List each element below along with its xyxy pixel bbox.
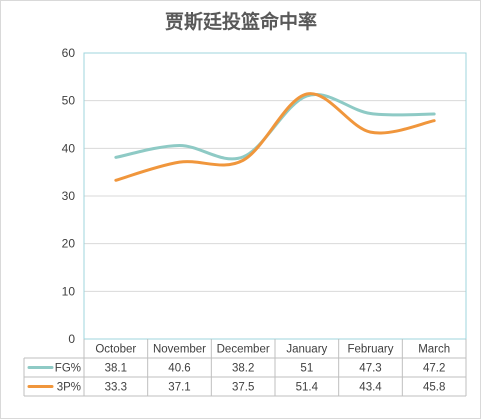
data-label: 38.1: [105, 363, 127, 375]
data-label: 51: [300, 363, 313, 375]
legend-label: FG%: [55, 363, 81, 375]
y-tick-label: 20: [62, 237, 76, 251]
data-label: 45.8: [423, 382, 445, 394]
series-lines: [114, 92, 436, 182]
x-tick-label: October: [95, 344, 136, 356]
data-label: 38.2: [232, 363, 254, 375]
y-tick-label: 10: [62, 284, 76, 298]
y-tick-label: 40: [62, 141, 76, 155]
data-label: 47.3: [359, 363, 381, 375]
x-tick-label: November: [153, 344, 206, 356]
data-label: 47.2: [423, 363, 445, 375]
data-table: October November December January February Ma…: [23, 339, 467, 397]
x-tick-label: December: [217, 344, 270, 356]
y-tick-label: 50: [62, 94, 76, 108]
y-tick-label: 60: [62, 46, 76, 60]
y-axis: 0 10 20 30 40 50 60: [62, 46, 76, 346]
data-label: 43.4: [359, 382, 382, 394]
x-tick-label: January: [286, 344, 327, 356]
gridlines: [84, 100, 466, 292]
y-tick-label: 30: [62, 189, 76, 203]
x-tick-label: March: [418, 344, 450, 356]
x-tick-label: February: [347, 344, 393, 356]
data-label: 51.4: [296, 382, 319, 394]
data-label: 37.1: [168, 382, 190, 394]
chart-title: 贾斯廷投篮命中率: [165, 10, 317, 33]
series-line-2: [114, 92, 436, 182]
y-tick-label: 0: [68, 332, 75, 346]
data-label: 40.6: [168, 363, 190, 375]
data-label: 33.3: [105, 382, 127, 394]
data-label: 37.5: [232, 382, 254, 394]
legend-label: 3P%: [57, 382, 81, 394]
